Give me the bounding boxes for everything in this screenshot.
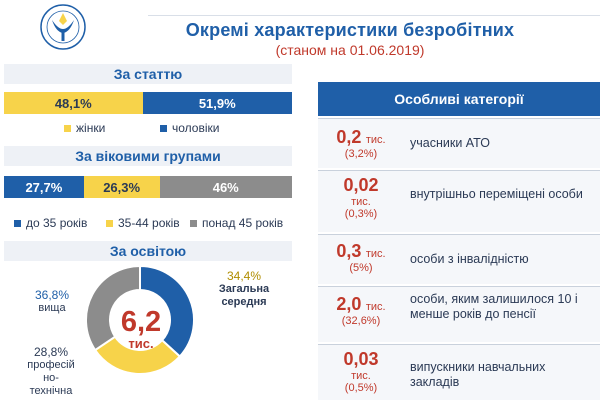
education-higher-label: 36,8% вища bbox=[24, 289, 80, 315]
education-vocational-line-2: но- bbox=[43, 372, 59, 384]
education-donut-chart bbox=[85, 264, 195, 375]
header-divider bbox=[148, 15, 600, 16]
legend-male-swatch bbox=[160, 124, 167, 132]
education-section-heading: За освітою bbox=[4, 241, 292, 261]
special-categories-panel: Особливі категорії 0,2 тис. (3,2%) учасн… bbox=[318, 82, 600, 400]
legend-female-swatch bbox=[64, 124, 71, 132]
category-idp-desc: внутрішньо переміщені особи bbox=[410, 187, 583, 201]
donut-segment-higher bbox=[139, 264, 195, 358]
special-categories-heading: Особливі категорії bbox=[318, 82, 600, 116]
category-ato-number: 0,2 bbox=[336, 127, 362, 147]
category-row-ato: 0,2 тис. (3,2%) учасники АТО bbox=[318, 118, 600, 168]
employment-service-logo bbox=[40, 4, 86, 50]
page-subtitle: (станом на 01.06.2019) bbox=[275, 42, 425, 58]
legend-male: чоловіки bbox=[160, 121, 219, 135]
category-ato-unit: тис. bbox=[365, 134, 386, 146]
education-secondary-pct: 34,4% bbox=[226, 269, 262, 283]
legend-male-label: чоловіки bbox=[172, 121, 220, 135]
age-under-35-segment: 27,7% bbox=[4, 176, 84, 198]
category-pre-pension-desc: особи, яким залишилося 10 і менше років … bbox=[410, 292, 578, 321]
education-vocational-line-1: професій bbox=[27, 359, 75, 371]
gender-bar: 48,1% 51,9% bbox=[4, 92, 292, 114]
education-secondary-line-2: середня bbox=[221, 296, 267, 308]
category-graduates-desc: випускники навчальних закладів bbox=[410, 360, 546, 389]
legend-35-44: 35-44 років bbox=[106, 216, 180, 230]
category-row-disability: 0,3 тис. (5%) особи з інвалідністю bbox=[318, 234, 600, 284]
category-pre-pension-number: 2,0 bbox=[336, 294, 362, 314]
category-pre-pension-pct: (32,6%) bbox=[341, 315, 381, 327]
category-row-graduates: 0,03 тис. (0,5%) випускники навчальних з… bbox=[318, 344, 600, 400]
category-graduates-unit: тис. bbox=[351, 370, 371, 382]
legend-under-35: до 35 років bbox=[14, 216, 87, 230]
legend-over-45-label: понад 45 років bbox=[202, 216, 284, 230]
category-idp-unit: тис. bbox=[351, 196, 371, 208]
category-graduates-value: 0,03 тис. (0,5%) bbox=[322, 349, 400, 394]
category-idp-number: 0,02 bbox=[343, 175, 379, 195]
legend-35-44-label: 35-44 років bbox=[118, 216, 180, 230]
legend-female: жінки bbox=[64, 121, 105, 135]
age-over-45-segment: 46% bbox=[159, 176, 292, 198]
education-vocational-label: 28,8% професій но- технічна bbox=[18, 346, 84, 398]
category-ato-value: 0,2 тис. (3,2%) bbox=[322, 127, 400, 160]
legend-35-44-swatch bbox=[106, 219, 113, 227]
category-ato-pct: (3,2%) bbox=[344, 148, 378, 160]
category-disability-desc: особи з інвалідністю bbox=[410, 252, 529, 266]
category-graduates-number: 0,03 bbox=[343, 349, 379, 369]
education-higher-text: вища bbox=[38, 302, 66, 314]
education-total-value: 6,2 bbox=[120, 306, 162, 338]
education-total-unit: тис. bbox=[128, 336, 154, 351]
category-disability-unit: тис. bbox=[365, 248, 386, 260]
education-secondary-line-1: Загальна bbox=[218, 283, 270, 295]
education-vocational-pct: 28,8% bbox=[33, 345, 69, 359]
age-section-heading: За віковими групами bbox=[4, 146, 292, 166]
category-pre-pension-unit: тис. bbox=[365, 301, 386, 313]
category-pre-pension-value: 2,0 тис. (32,6%) bbox=[322, 294, 400, 327]
page-title: Окремі характеристики безробітних bbox=[185, 20, 515, 40]
legend-female-label: жінки bbox=[76, 121, 106, 135]
legend-over-45: понад 45 років bbox=[190, 216, 283, 230]
category-disability-number: 0,3 bbox=[336, 241, 362, 261]
category-ato-desc: учасники АТО bbox=[410, 136, 490, 150]
education-vocational-line-3: технічна bbox=[29, 385, 73, 397]
education-secondary-label: 34,4% Загальна середня bbox=[204, 270, 284, 309]
donut-segment-secondary bbox=[85, 264, 141, 352]
legend-over-45-swatch bbox=[190, 219, 197, 227]
category-disability-pct: (5%) bbox=[349, 262, 373, 274]
category-idp-pct: (0,3%) bbox=[344, 208, 378, 220]
age-bar: 27,7% 26,3% 46% bbox=[4, 176, 292, 198]
category-row-idp: 0,02 тис. (0,3%) внутрішньо переміщені о… bbox=[318, 170, 600, 232]
gender-female-segment: 48,1% bbox=[4, 92, 143, 114]
legend-under-35-label: до 35 років bbox=[26, 216, 88, 230]
legend-under-35-swatch bbox=[14, 219, 21, 227]
category-idp-value: 0,02 тис. (0,3%) bbox=[322, 175, 400, 220]
gender-male-segment: 51,9% bbox=[142, 92, 292, 114]
category-graduates-pct: (0,5%) bbox=[344, 382, 378, 394]
education-higher-pct: 36,8% bbox=[34, 288, 70, 302]
gender-section-heading: За статтю bbox=[4, 64, 292, 84]
category-disability-value: 0,3 тис. (5%) bbox=[322, 241, 400, 274]
age-35-44-segment: 26,3% bbox=[83, 176, 160, 198]
category-row-pre-pension: 2,0 тис. (32,6%) особи, яким залишилося … bbox=[318, 286, 600, 342]
